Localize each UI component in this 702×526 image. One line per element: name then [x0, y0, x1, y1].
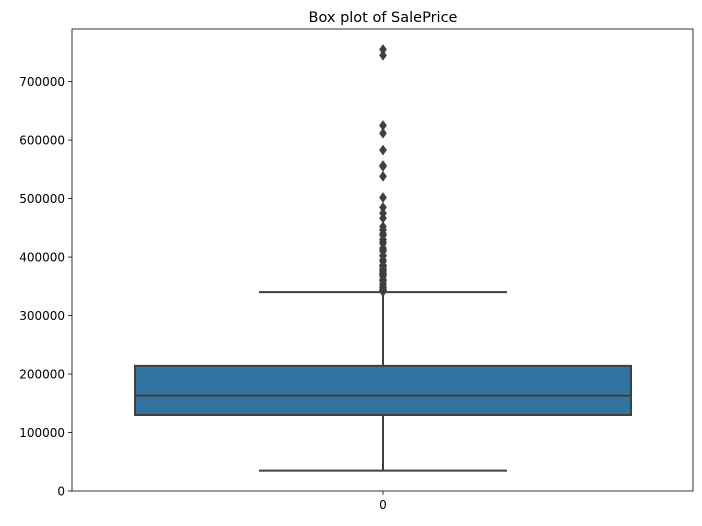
outlier-point: [379, 127, 387, 139]
outlier-point: [379, 49, 387, 61]
outlier-point: [379, 144, 387, 156]
y-axis: 0 100000 200000 300000 400000 500000 600000 700…: [19, 75, 72, 498]
outlier-point: [379, 161, 387, 172]
x-tick-label: 0: [379, 498, 387, 512]
y-tick-label: 700000: [19, 75, 65, 89]
y-tick-label: 500000: [19, 192, 65, 206]
outlier-point: [379, 170, 387, 182]
y-tick-label: 400000: [19, 250, 65, 264]
outlier-point: [379, 192, 387, 203]
chart-title: Box plot of SalePrice: [309, 10, 458, 26]
x-axis: 0: [379, 491, 387, 512]
axes-frame: [71, 28, 694, 492]
y-tick-label: 0: [57, 484, 65, 498]
outlier-point: [379, 286, 387, 298]
y-tick-label: 100000: [19, 426, 65, 440]
y-tick-label: 300000: [19, 309, 65, 323]
plot-area: [134, 44, 632, 472]
iqr-box: [134, 364, 632, 416]
y-tick-label: 200000: [19, 367, 65, 381]
y-tick-label: 600000: [19, 133, 65, 147]
